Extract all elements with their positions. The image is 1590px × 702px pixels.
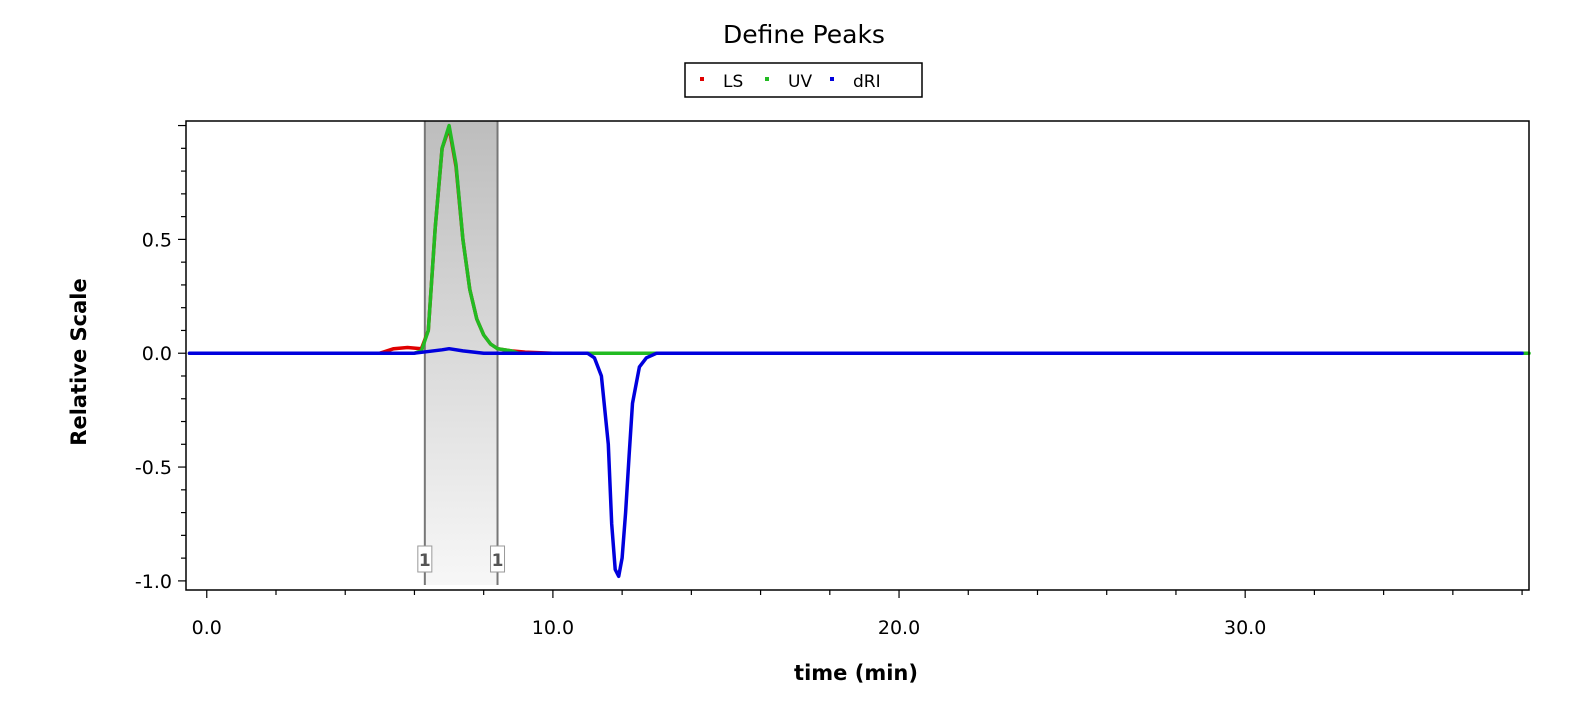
y-tick-label: -1.0 — [135, 571, 172, 593]
peak-start-marker-box — [417, 545, 433, 573]
legend-marker-ls — [700, 77, 704, 81]
y-axis-label: Relative Scale — [67, 278, 91, 445]
chart-title: Define Peaks — [723, 20, 885, 49]
x-tick-label: 0.0 — [192, 617, 222, 639]
plot-area: 1 1 0.0 10.0 20.0 30.0 -1.0 -0.5 0.0 0.5 — [135, 120, 1531, 639]
y-tick-label: 0.0 — [142, 343, 172, 365]
legend-label-dri: dRI — [853, 72, 881, 92]
plot-frame — [185, 120, 1530, 591]
peak-start-marker-label: 1 — [419, 551, 431, 571]
x-axis-label: time (min) — [794, 661, 918, 685]
x-tick-label: 10.0 — [532, 617, 574, 639]
legend-marker-dri — [830, 77, 834, 81]
series-line-dri — [187, 346, 1524, 579]
legend-label-ls: LS — [723, 72, 743, 92]
legend: LS UV dRI — [684, 62, 923, 98]
legend-box — [684, 62, 923, 98]
peak-end-marker-label: 1 — [492, 551, 504, 571]
x-tick-label: 20.0 — [878, 617, 920, 639]
legend-marker-uv — [765, 77, 769, 81]
series-line-uv — [187, 123, 1531, 355]
y-tick-label: 0.5 — [142, 229, 172, 251]
series-line-ls — [187, 126, 1524, 355]
y-tick-label: -0.5 — [135, 457, 172, 479]
legend-label-uv: UV — [788, 72, 812, 92]
x-tick-label: 30.0 — [1224, 617, 1266, 639]
peak-end-marker-box — [490, 545, 506, 573]
